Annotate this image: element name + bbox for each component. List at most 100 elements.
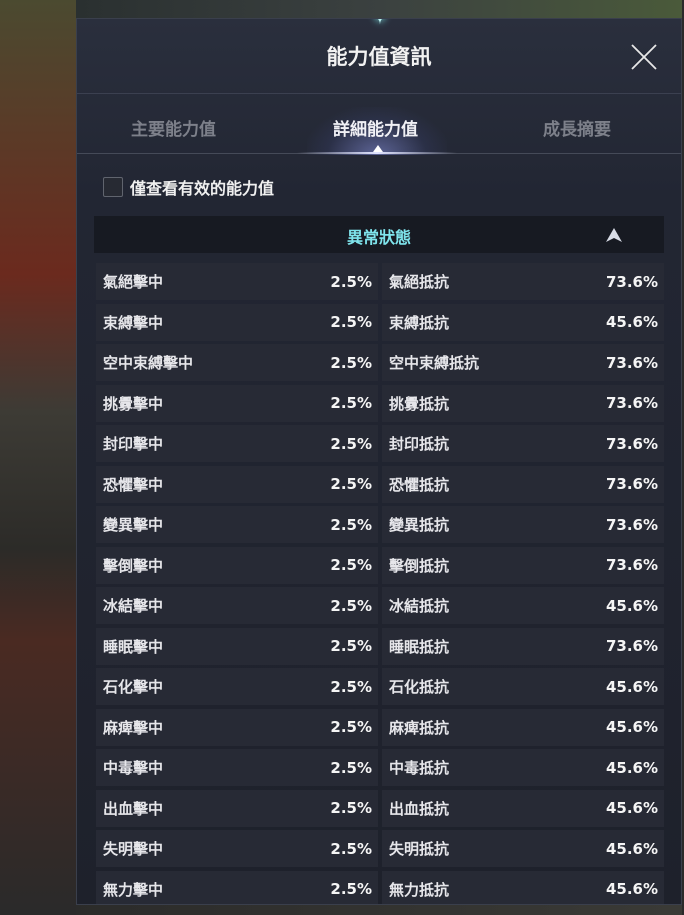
hit-cell: 石化擊中 2.5% [96,668,378,705]
stat-row: 挑釁擊中 2.5% 挑釁抵抗 73.6% [96,384,664,422]
resist-value: 45.6% [605,799,658,817]
hit-value: 2.5% [330,475,372,493]
resist-value: 45.6% [605,313,658,331]
hit-label: 出血擊中 [103,799,164,818]
hit-cell: 失明擊中 2.5% [96,830,378,867]
resist-label: 失明抵抗 [389,840,450,858]
hit-value: 2.5% [330,556,372,574]
stat-row: 氣絕擊中 2.5% 氣絕抵抗 73.6% [96,263,664,300]
stat-row: 冰結擊中 2.5% 冰結抵抗 45.6% [96,587,664,624]
collapse-arrow-icon [606,228,622,242]
resist-cell: 變異抵抗 73.6% [382,506,664,543]
hit-cell: 中毒擊中 2.5% [96,749,378,786]
hit-label: 中毒擊中 [103,759,164,777]
resist-label: 恐懼抵抗 [389,475,450,494]
resist-label: 束縛抵抗 [389,313,450,332]
game-background-top [76,0,684,18]
hit-value: 2.5% [330,394,372,412]
resist-label: 石化抵抗 [389,678,450,696]
hit-label: 氣絕擊中 [103,273,164,291]
resist-label: 中毒抵抗 [389,759,450,777]
stat-row: 束縛擊中 2.5% 束縛抵抗 45.6% [96,303,664,341]
stat-row: 出血擊中 2.5% 出血抵抗 45.6% [96,789,664,827]
resist-value: 73.6% [605,272,658,291]
hit-value: 2.5% [330,799,372,817]
hit-value: 2.5% [330,515,372,534]
hit-label: 無力擊中 [103,880,164,899]
resist-value: 45.6% [605,718,658,736]
resist-value: 73.6% [605,556,658,574]
resist-label: 變異抵抗 [389,516,450,534]
hit-value: 2.5% [330,880,372,898]
stat-row: 睡眠擊中 2.5% 睡眠抵抗 73.6% [96,627,664,665]
game-background [0,0,76,915]
resist-label: 挑釁抵抗 [389,394,450,413]
game-background-right [682,0,684,915]
hit-label: 束縛擊中 [103,313,164,332]
resist-value: 73.6% [605,515,658,534]
hit-cell: 束縛擊中 2.5% [96,303,378,341]
resist-cell: 封印抵抗 73.6% [382,425,664,462]
dialog-title: 能力值資訊 [326,45,432,69]
hit-label: 挑釁擊中 [103,394,164,413]
hit-label: 恐懼擊中 [103,475,164,494]
hit-cell: 空中束縛擊中 2.5% [96,344,378,381]
close-icon [631,44,657,70]
hit-value: 2.5% [330,434,372,453]
stat-row: 擊倒擊中 2.5% 擊倒抵抗 73.6% [96,546,664,584]
hit-value: 2.5% [330,677,372,696]
stat-row: 石化擊中 2.5% 石化抵抗 45.6% [96,668,664,705]
resist-cell: 中毒抵抗 45.6% [382,749,664,786]
hit-cell: 冰結擊中 2.5% [96,587,378,624]
resist-label: 睡眠抵抗 [389,637,450,656]
tab-growth-summary[interactable]: 成長摘要 [543,120,611,140]
hit-label: 睡眠擊中 [103,637,164,656]
effective-stats-checkbox[interactable] [103,177,123,197]
hit-value: 2.5% [330,718,372,736]
ornament-gem-icon: ✦ [369,19,391,31]
resist-value: 73.6% [605,475,658,493]
stat-row: 變異擊中 2.5% 變異抵抗 73.6% [96,506,664,543]
effective-stats-filter[interactable]: 僅查看有效的能力值 [103,175,274,199]
hit-value: 2.5% [330,272,372,291]
hit-value: 2.5% [330,839,372,858]
section-header-status-effects[interactable]: 異常狀態 [94,216,664,253]
hit-label: 封印擊中 [103,435,164,453]
resist-cell: 氣絕抵抗 73.6% [382,263,664,300]
hit-cell: 氣絕擊中 2.5% [96,263,378,300]
hit-cell: 麻痺擊中 2.5% [96,708,378,746]
stats-list: 氣絕擊中 2.5% 氣絕抵抗 73.6% 束縛擊中 2.5% 束縛抵抗 45.6% 空中束縛擊中… [96,263,664,904]
tab-detailed-stats[interactable]: 詳細能力值 [333,120,418,140]
resist-cell: 空中束縛抵抗 73.6% [382,344,664,381]
stat-row: 失明擊中 2.5% 失明抵抗 45.6% [96,830,664,867]
stats-info-dialog: ✦ 能力值資訊 主要能力值 詳細能力值 成長摘要 僅查看有效的能力值 異常狀態 … [76,18,682,905]
hit-label: 麻痺擊中 [103,718,164,737]
stat-row: 無力擊中 2.5% 無力抵抗 45.6% [96,870,664,904]
resist-cell: 恐懼抵抗 73.6% [382,465,664,503]
close-button[interactable] [630,43,658,71]
stat-row: 空中束縛擊中 2.5% 空中束縛抵抗 73.6% [96,344,664,381]
resist-cell: 出血抵抗 45.6% [382,789,664,827]
resist-cell: 冰結抵抗 45.6% [382,587,664,624]
resist-cell: 無力抵抗 45.6% [382,870,664,904]
hit-value: 2.5% [330,596,372,615]
hit-label: 擊倒擊中 [103,556,164,575]
section-title: 異常狀態 [346,228,411,247]
hit-cell: 恐懼擊中 2.5% [96,465,378,503]
tab-main-stats[interactable]: 主要能力值 [131,120,216,140]
resist-value: 45.6% [605,596,658,615]
hit-label: 空中束縛擊中 [103,354,194,372]
resist-label: 封印抵抗 [389,435,450,453]
stat-row: 麻痺擊中 2.5% 麻痺抵抗 45.6% [96,708,664,746]
resist-cell: 擊倒抵抗 73.6% [382,546,664,584]
hit-cell: 挑釁擊中 2.5% [96,384,378,422]
resist-cell: 束縛抵抗 45.6% [382,303,664,341]
resist-value: 45.6% [605,839,658,858]
active-tab-caret-icon [373,145,383,152]
resist-cell: 石化抵抗 45.6% [382,668,664,705]
filter-label: 僅查看有效的能力值 [130,179,275,198]
resist-value: 45.6% [605,677,658,696]
resist-value: 73.6% [605,353,658,372]
resist-label: 空中束縛抵抗 [389,354,480,372]
resist-label: 無力抵抗 [389,880,450,899]
